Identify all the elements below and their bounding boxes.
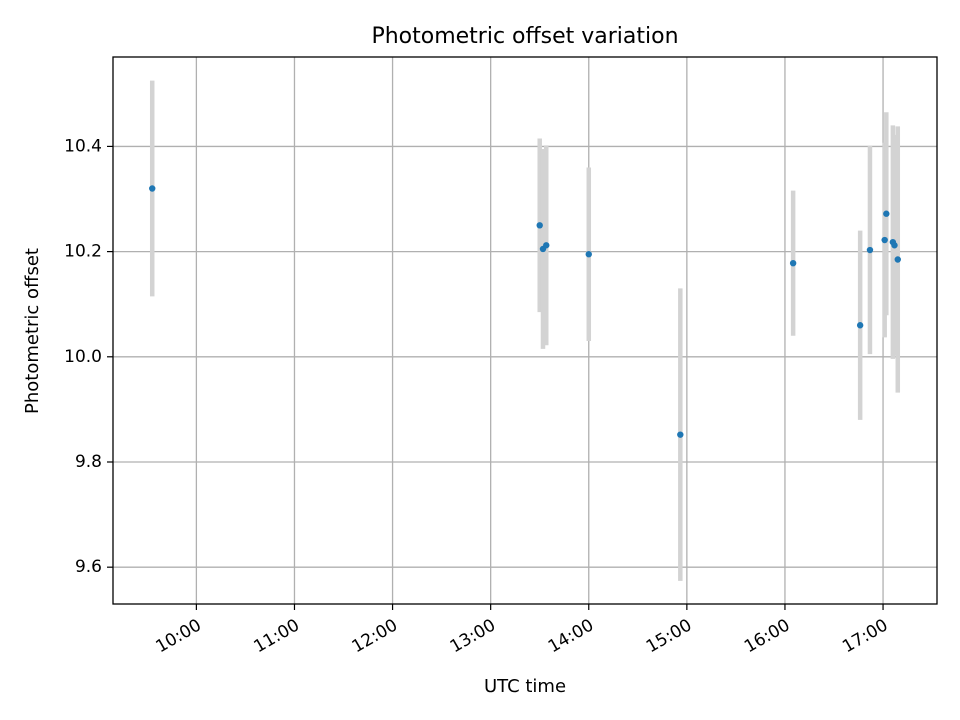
data-point xyxy=(856,322,864,329)
data-point xyxy=(894,256,901,263)
y-tick-label: 9.6 xyxy=(75,557,102,577)
chart-title: Photometric offset variation xyxy=(371,24,678,49)
y-tick-label: 10.2 xyxy=(64,242,102,262)
data-point xyxy=(536,222,543,229)
y-axis-label: Photometric offset xyxy=(22,248,43,414)
x-tick-label: 10:00 xyxy=(152,615,204,657)
x-tick-label: 15:00 xyxy=(643,615,695,657)
x-tick-label: 17:00 xyxy=(839,615,891,657)
plot-frame xyxy=(112,56,938,605)
x-tick-label: 11:00 xyxy=(251,615,303,657)
x-tick-label: 14:00 xyxy=(545,615,597,657)
x-tick-label: 12:00 xyxy=(349,615,401,657)
data-points xyxy=(149,185,901,438)
data-point xyxy=(866,246,874,254)
error-bars xyxy=(149,80,901,581)
data-point xyxy=(149,185,156,192)
grid xyxy=(113,57,937,604)
x-axis: 10:00 11:00 12:00 13:00 14:00 15:00 16:00 17:00 xyxy=(152,604,892,657)
data-point xyxy=(585,251,592,258)
x-axis-label: UTC time xyxy=(484,676,566,697)
y-tick-label: 10.4 xyxy=(64,136,102,156)
x-tick-label: 16:00 xyxy=(741,615,793,657)
x-tick-label: 13:00 xyxy=(447,615,499,657)
data-point xyxy=(677,431,684,438)
data-point xyxy=(881,236,888,244)
y-tick-label: 9.8 xyxy=(75,452,102,472)
data-point xyxy=(891,242,898,249)
y-tick-label: 10.0 xyxy=(64,347,102,367)
data-point xyxy=(789,259,797,267)
y-axis: 9.6 9.8 10.0 10.2 10.4 xyxy=(64,136,113,577)
data-point xyxy=(883,210,890,217)
data-point xyxy=(543,242,550,249)
